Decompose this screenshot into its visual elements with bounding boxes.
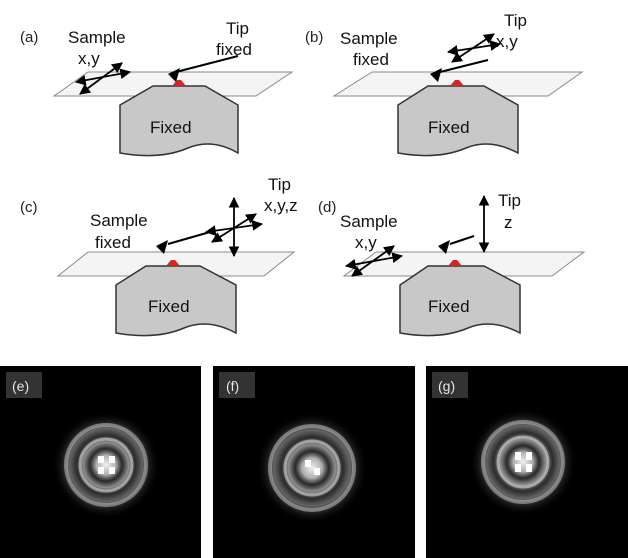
panel-b-sample-label: Sample <box>340 29 398 48</box>
panel-d-sample-motion: x,y <box>355 233 377 252</box>
image-g-pattern <box>469 408 577 516</box>
image-g-ring <box>481 420 565 504</box>
panel-c-base-block <box>115 265 237 337</box>
panel-a-tip-state: fixed <box>216 40 252 59</box>
panel-b-base-block <box>397 85 519 157</box>
image-e-lobe <box>109 456 115 463</box>
panel-a-base-block <box>119 85 239 157</box>
panel-a-letter: (a) <box>20 29 38 46</box>
image-g-letter: (g) <box>438 378 455 394</box>
panel-d-tip-apex <box>438 240 450 254</box>
image-f-pattern <box>256 412 368 524</box>
panel-a-sample-label: Sample <box>68 28 126 47</box>
image-g-lobe <box>515 452 521 460</box>
panel-b-cantilever <box>439 59 489 73</box>
panel-a-y-arrow <box>79 62 123 95</box>
image-e-pattern <box>52 411 160 519</box>
panel-a-tip-label: Tip <box>226 19 249 38</box>
panel-a-sample-motion: x,y <box>78 49 100 68</box>
panel-a: (a) Sample x,y Tip fixed Fixed <box>20 19 294 157</box>
image-g-inner-ring <box>496 435 550 489</box>
panel-b-tip-dot <box>450 80 464 86</box>
panel-c-tip-apex <box>156 240 168 254</box>
image-f-lobe <box>314 468 320 475</box>
panel-b-sample-state: fixed <box>353 50 389 69</box>
panel-c-tip-dot <box>166 260 180 266</box>
panel-a-base-label: Fixed <box>150 118 192 137</box>
image-f: (f) <box>213 366 415 558</box>
panel-d-base-block <box>399 265 521 337</box>
image-e: (e) <box>0 366 201 558</box>
panel-d-y-arrow <box>351 245 395 277</box>
panel-c-tip-label: Tip <box>268 175 291 194</box>
image-g: (g) <box>426 366 628 558</box>
panel-d: (d) Sample x,y Tip z Fixed <box>318 191 586 337</box>
panel-c: (c) Sample fixed Tip x,y,z Fixed <box>20 175 298 337</box>
panel-d-letter: (d) <box>318 199 336 216</box>
panel-b-letter: (b) <box>305 29 323 46</box>
panel-d-base-label: Fixed <box>428 297 470 316</box>
image-f-inner-ring <box>283 439 341 497</box>
image-e-ring <box>64 423 148 507</box>
panel-d-tip-motion: z <box>504 213 513 232</box>
panel-a-cantilever <box>175 55 239 73</box>
panel-d-tip-label: Tip <box>498 191 521 210</box>
panel-b-tip-apex <box>430 68 442 82</box>
image-f-letter: (f) <box>226 378 239 394</box>
panel-d-sample-label: Sample <box>340 212 398 231</box>
image-e-letter-box <box>6 372 42 398</box>
image-g-lobe <box>526 452 532 460</box>
panel-c-tip-motion: x,y,z <box>264 196 298 215</box>
image-f-ring <box>268 424 356 512</box>
image-f-letter-box <box>219 372 255 398</box>
image-g-lobe <box>526 464 532 472</box>
image-e-letter: (e) <box>12 378 29 394</box>
image-e-lobe <box>109 467 115 474</box>
panel-c-letter: (c) <box>20 199 38 216</box>
panel-a-tip-dot <box>172 80 186 86</box>
panel-c-base-label: Fixed <box>148 297 190 316</box>
panel-b-tip-motion: x,y <box>496 32 518 51</box>
image-g-letter-box <box>432 372 468 398</box>
panel-d-cantilever <box>449 235 475 245</box>
image-e-lobe <box>98 467 104 474</box>
panel-b-y-arrow <box>451 33 495 63</box>
panel-b-tip-label: Tip <box>504 11 527 30</box>
panel-b-base-label: Fixed <box>428 118 470 137</box>
panel-d-tip-dot <box>448 260 462 266</box>
image-g-lobe <box>515 464 521 472</box>
panel-c-sample-label: Sample <box>90 211 148 230</box>
panel-c-cantilever <box>167 231 211 245</box>
panel-a-tip-apex <box>168 68 180 82</box>
panel-c-sample-state: fixed <box>95 233 131 252</box>
image-e-inner-ring <box>78 437 134 493</box>
image-e-lobe <box>98 456 104 463</box>
image-f-lobe <box>305 460 311 467</box>
panel-b: (b) Sample fixed Tip x,y Fixed <box>305 11 584 157</box>
